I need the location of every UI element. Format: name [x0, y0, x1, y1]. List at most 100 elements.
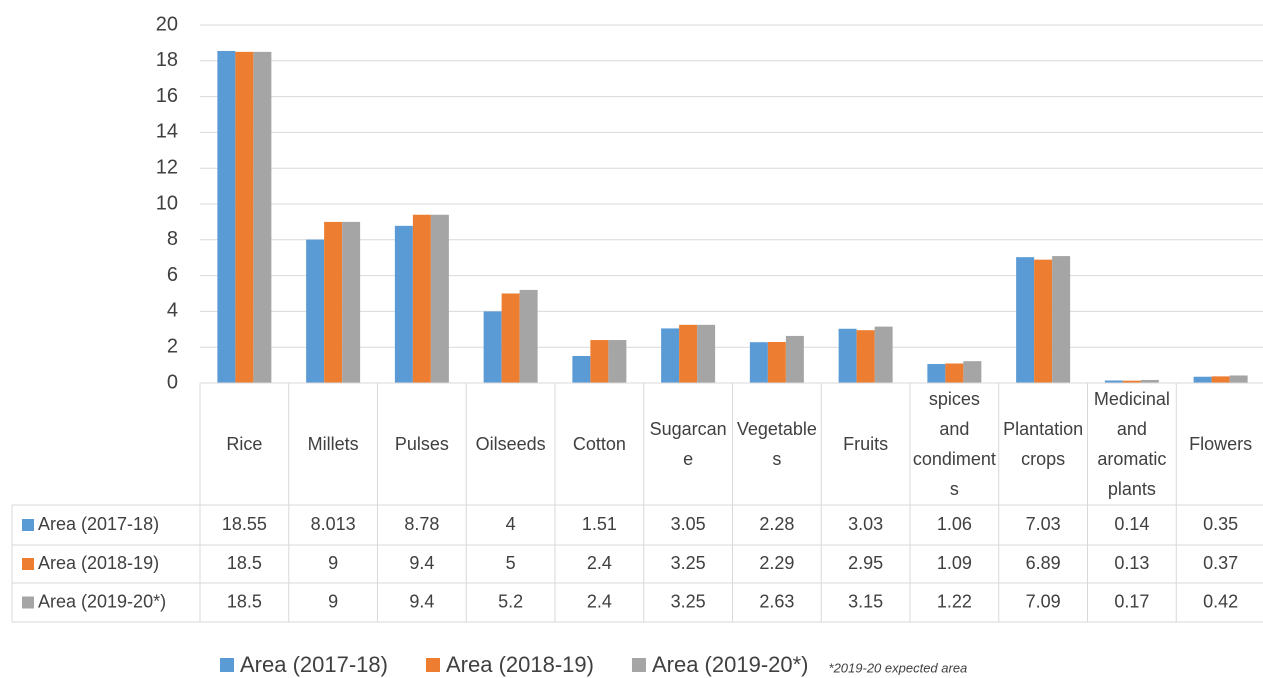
table-series-name: Area (2018-19): [38, 553, 159, 573]
bar: [430, 214, 449, 383]
bar: [963, 361, 982, 383]
table-legend-key: [22, 596, 34, 609]
table-value: 0.37: [1203, 553, 1238, 573]
table-value: 1.51: [582, 514, 617, 534]
bar: [253, 51, 272, 383]
bar: [324, 221, 343, 383]
table-value: 2.29: [759, 553, 794, 573]
table-series-name: Area (2019-20*): [38, 591, 166, 611]
bar: [608, 340, 627, 383]
bar: [412, 214, 431, 383]
bar: [679, 324, 698, 383]
table-value: 3.05: [671, 514, 706, 534]
y-tick-label: 10: [156, 192, 178, 214]
legend-key: [220, 658, 234, 672]
y-tick-label: 0: [167, 371, 178, 393]
table-value: 9: [328, 553, 338, 573]
bar: [394, 225, 413, 383]
x-tick-label: Oilseeds: [475, 434, 546, 454]
table-value: 1.09: [937, 553, 972, 573]
x-tick-label: Millets: [307, 434, 359, 454]
y-tick-label: 4: [167, 300, 178, 322]
y-tick-label: 6: [167, 264, 178, 286]
bar: [501, 293, 520, 383]
y-tick-label: 18: [156, 49, 178, 71]
y-tick-label: 2: [167, 335, 178, 357]
table-value: 2.4: [587, 591, 612, 611]
bar: [927, 364, 946, 383]
x-tick-label: Pulses: [394, 434, 449, 454]
bar: [1193, 376, 1212, 383]
y-tick-label: 14: [156, 121, 178, 143]
bar: [1052, 256, 1071, 383]
x-tick-label: Sugarcane: [649, 419, 727, 469]
bar: [1016, 257, 1035, 383]
legend-label: Area (2017-18): [240, 652, 388, 677]
table-value: 0.14: [1114, 514, 1149, 534]
table-value: 8.013: [311, 514, 356, 534]
table-value: 0.35: [1203, 514, 1238, 534]
table-value: 0.13: [1114, 553, 1149, 573]
bar: [661, 328, 680, 383]
table-value: 1.22: [937, 591, 972, 611]
bar: [1229, 375, 1248, 383]
bar: [838, 328, 857, 383]
table-value: 8.78: [404, 514, 439, 534]
bar: [945, 363, 964, 383]
bar: [217, 50, 236, 384]
table-value: 3.03: [848, 514, 883, 534]
table-legend-key: [22, 558, 34, 570]
y-tick-label: 8: [167, 228, 178, 250]
y-tick-label: 12: [156, 156, 178, 178]
legend-key: [631, 658, 646, 672]
table-value: 18.55: [222, 514, 267, 534]
table-value: 18.5: [227, 591, 262, 611]
legend-label: Area (2019-20*): [652, 652, 809, 677]
table-value: 0.17: [1114, 591, 1149, 611]
table-value: 2.63: [759, 591, 794, 611]
x-tick-label: Medicinal and aromatic plants: [1093, 389, 1170, 499]
bar: [572, 355, 591, 383]
x-tick-label: Fruits: [843, 434, 889, 454]
table-value: 5: [506, 553, 516, 573]
bar: [1140, 379, 1159, 383]
table-value: 3.15: [848, 591, 883, 611]
table-value: 2.4: [587, 553, 612, 573]
table-value: 5.2: [498, 591, 523, 611]
bar: [1104, 380, 1123, 383]
bar: [1034, 259, 1053, 383]
table-value: 6.89: [1026, 553, 1061, 573]
table-value: 3.25: [671, 591, 706, 611]
x-tick-label: Plantation crops: [1003, 419, 1084, 469]
table-series-name: Area (2017-18): [38, 514, 159, 534]
table-value: 0.42: [1203, 591, 1238, 611]
bar: [856, 330, 875, 383]
bar: [1211, 376, 1230, 383]
bar: [874, 326, 893, 383]
bar: [342, 221, 361, 383]
x-tick-label: spices and condiments: [912, 389, 996, 499]
bar: [785, 335, 804, 383]
table-value: 9.4: [409, 553, 434, 573]
bar: [306, 239, 325, 383]
legend-key: [425, 658, 440, 672]
y-tick-label: 16: [156, 85, 178, 107]
x-tick-label: Rice: [226, 434, 263, 454]
table-value: 1.06: [937, 514, 972, 534]
table-value: 4: [506, 514, 516, 534]
y-tick-label: 20: [156, 13, 178, 35]
bar: [590, 340, 609, 383]
bar: [749, 342, 768, 383]
table-value: 2.95: [848, 553, 883, 573]
bar: [483, 311, 502, 383]
table-legend-key: [22, 519, 34, 531]
bar: [235, 51, 254, 383]
table-value: 18.5: [227, 553, 262, 573]
bar: [767, 342, 786, 383]
table-value: 7.03: [1026, 514, 1061, 534]
bar: [1122, 380, 1141, 383]
legend-label: Area (2018-19): [446, 652, 594, 677]
annotation: *2019-20 expected area: [829, 660, 968, 675]
